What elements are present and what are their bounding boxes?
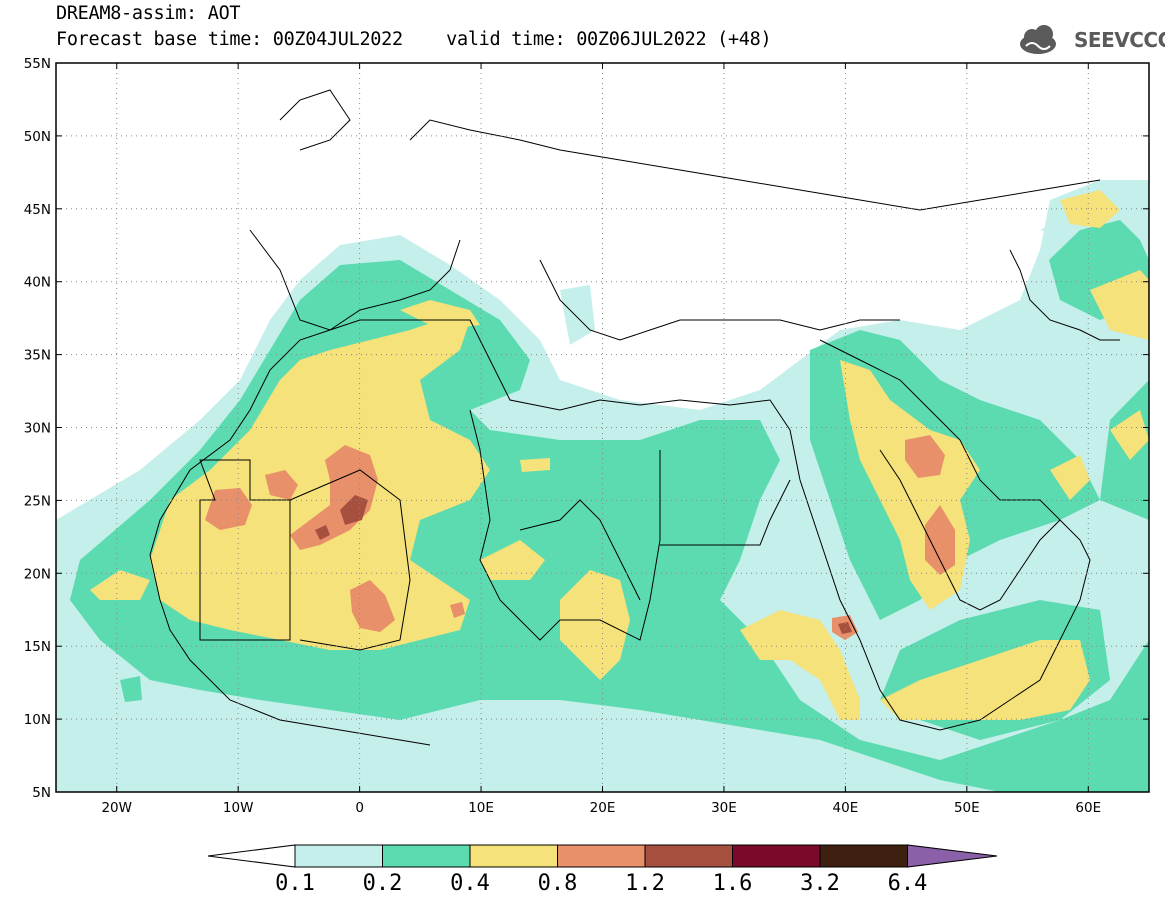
lat-tick-label: 55N — [24, 56, 51, 72]
colorbar-segment — [819, 844, 908, 868]
latitude-axis: 55N 50N 45N 40N 35N 30N 25N 20N 15N 10N 5N — [24, 56, 1149, 801]
colorbar-segment — [557, 844, 646, 868]
colorbar-segment — [644, 844, 733, 868]
lon-tick-label: 40E — [833, 800, 859, 816]
colorbar-segment — [732, 844, 821, 868]
seevccc-logo — [1020, 25, 1056, 54]
lat-tick-label: 50N — [24, 129, 51, 145]
colorbar: 0.1 0.2 0.4 0.8 1.2 1.6 3.2 6.4 — [207, 844, 998, 896]
lon-tick-label: 50E — [954, 800, 980, 816]
lon-tick-label: 60E — [1075, 800, 1101, 816]
colorbar-label: 1.2 — [625, 871, 665, 896]
colorbar-label: 0.1 — [275, 871, 315, 896]
colorbar-label: 3.2 — [800, 871, 840, 896]
map-title: DREAM8-assim: AOT — [56, 3, 241, 24]
colorbar-segment — [294, 844, 383, 868]
lat-tick-label: 45N — [24, 202, 51, 218]
lat-tick-label: 30N — [24, 421, 51, 437]
forecast-time-line: Forecast base time: 00Z04JUL2022 valid t… — [56, 29, 772, 50]
lat-tick-label: 40N — [24, 275, 51, 291]
coastlines — [149, 89, 1120, 746]
lat-tick-label: 10N — [24, 712, 51, 728]
lat-tick-label: 25N — [24, 493, 51, 509]
aot-contours — [56, 180, 1149, 792]
colorbar-arrow-left — [207, 844, 296, 868]
lat-tick-label: 15N — [24, 639, 51, 655]
colorbar-arrow-right — [907, 844, 998, 868]
lon-tick-label: 0 — [355, 800, 364, 816]
colorbar-label: 0.8 — [538, 871, 578, 896]
lat-tick-label: 35N — [24, 348, 51, 364]
longitude-axis: 20W 10W 0 10E 20E 30E 40E 50E 60E — [101, 63, 1101, 816]
logo-text: SEEVCCC — [1074, 28, 1165, 52]
lat-tick-label: 5N — [32, 785, 51, 801]
lon-tick-label: 20E — [590, 800, 616, 816]
cloud-icon — [1020, 25, 1056, 54]
colorbar-label: 6.4 — [888, 871, 928, 896]
lon-tick-label: 20W — [101, 800, 132, 816]
lat-tick-label: 20N — [24, 566, 51, 582]
lon-tick-label: 30E — [711, 800, 737, 816]
colorbar-segment — [382, 844, 471, 868]
colorbar-segment — [469, 844, 558, 868]
lon-tick-label: 10E — [468, 800, 494, 816]
colorbar-label: 1.6 — [713, 871, 753, 896]
lon-tick-label: 10W — [223, 800, 254, 816]
colorbar-label: 0.2 — [363, 871, 403, 896]
gridlines — [56, 63, 1149, 792]
colorbar-label: 0.4 — [450, 871, 490, 896]
